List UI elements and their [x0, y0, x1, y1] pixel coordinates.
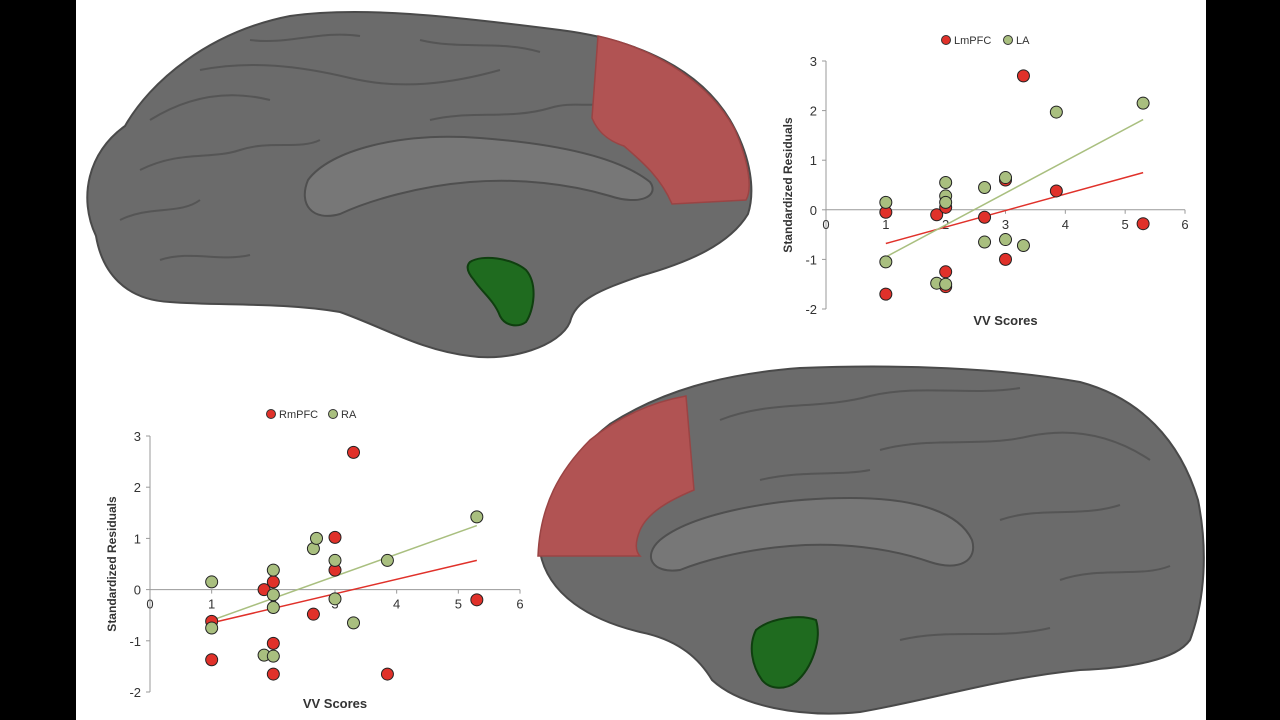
y-tick-label: 0 — [810, 203, 817, 218]
legend-marker-RmPFC — [266, 409, 276, 419]
point-RmPFC — [328, 530, 342, 544]
y-tick-label: 2 — [810, 104, 817, 119]
point-RA — [470, 510, 484, 524]
point-LA — [939, 277, 953, 291]
legend-label-LmPFC: LmPFC — [954, 35, 991, 47]
x-tick-label: 5 — [1122, 217, 1129, 232]
point-RmPFC — [205, 653, 219, 667]
point-RmPFC — [266, 636, 280, 650]
point-RmPFC — [347, 445, 360, 459]
point-RmPFC — [266, 575, 280, 589]
point-RA — [266, 563, 280, 577]
point-LmPFC — [939, 265, 953, 279]
left-pfc-region — [591, 35, 750, 205]
right-brain-gyri — [719, 387, 1171, 641]
point-LA — [999, 171, 1012, 185]
point-LmPFC — [1136, 217, 1150, 231]
x-tick-label: 3 — [1002, 217, 1009, 232]
y-axis-title: Standardized Residuals — [781, 117, 795, 253]
point-LmPFC — [930, 208, 944, 222]
point-LA — [1136, 96, 1150, 110]
point-LA — [1016, 239, 1030, 253]
point-LA — [939, 195, 953, 209]
legend-marker-RA — [328, 409, 338, 419]
x-tick-label: 0 — [822, 217, 829, 232]
point-RA — [347, 616, 360, 630]
point-RA — [205, 621, 219, 635]
point-RA — [328, 553, 342, 567]
legend-label-LA: LA — [1016, 35, 1030, 47]
y-tick-label: 3 — [810, 54, 817, 69]
x-axis-title: VV Scores — [303, 696, 367, 711]
x-tick-label: 1 — [208, 597, 215, 612]
point-LmPFC — [978, 210, 992, 224]
x-tick-label: 4 — [1062, 217, 1069, 232]
y-tick-label: -2 — [805, 302, 817, 317]
x-tick-label: 0 — [146, 597, 153, 612]
trend-line-RmPFC — [211, 559, 478, 624]
legend-marker-LmPFC — [941, 35, 951, 45]
y-axis-title: Standardized Residuals — [105, 496, 119, 632]
x-tick-label: 6 — [516, 597, 523, 612]
point-RA — [205, 575, 219, 589]
left-hemisphere-brain — [86, 10, 753, 359]
y-tick-label: -2 — [129, 685, 141, 700]
x-axis-title: VV Scores — [973, 313, 1037, 328]
point-LA — [978, 180, 992, 194]
y-tick-label: -1 — [805, 252, 817, 267]
x-tick-label: 6 — [1181, 217, 1188, 232]
x-tick-label: 4 — [393, 597, 400, 612]
point-LmPFC — [999, 252, 1012, 266]
point-RmPFC — [470, 593, 484, 607]
legend-marker-LA — [1003, 35, 1013, 45]
y-tick-label: 1 — [810, 153, 817, 168]
right-hemisphere-brain — [537, 365, 1205, 715]
point-RA — [328, 592, 342, 606]
x-tick-label: 1 — [882, 217, 889, 232]
point-RA — [266, 601, 280, 615]
point-LA — [978, 235, 992, 249]
point-LmPFC — [1016, 69, 1030, 83]
y-tick-label: 2 — [134, 480, 141, 495]
y-tick-label: 1 — [134, 531, 141, 546]
point-RA — [380, 553, 394, 567]
point-LA — [999, 233, 1012, 247]
trend-line-RA — [211, 524, 478, 622]
left-corpus-callosum — [303, 135, 654, 217]
right-pfc-region — [537, 395, 695, 557]
y-tick-label: 0 — [134, 583, 141, 598]
point-RA — [266, 588, 280, 602]
point-RmPFC — [306, 607, 320, 621]
point-LA — [879, 195, 893, 209]
point-RmPFC — [380, 667, 394, 681]
x-tick-label: 5 — [455, 597, 462, 612]
right-corpus-callosum — [649, 496, 975, 572]
legend-label-RA: RA — [341, 409, 357, 421]
trend-line-LA — [885, 118, 1144, 258]
trend-line-LmPFC — [885, 171, 1144, 245]
point-LmPFC — [1049, 184, 1063, 198]
y-tick-label: -1 — [129, 634, 141, 649]
point-RmPFC — [266, 667, 280, 681]
point-LmPFC — [879, 287, 893, 301]
point-RA — [310, 531, 323, 545]
point-LA — [1049, 105, 1063, 119]
point-LA — [879, 255, 893, 269]
left-amygdala-region — [466, 256, 535, 327]
point-LA — [939, 176, 953, 190]
legend-label-RmPFC: RmPFC — [279, 409, 318, 421]
right-amygdala-region — [750, 616, 819, 689]
y-tick-label: 3 — [134, 429, 141, 444]
point-RA — [266, 649, 280, 663]
